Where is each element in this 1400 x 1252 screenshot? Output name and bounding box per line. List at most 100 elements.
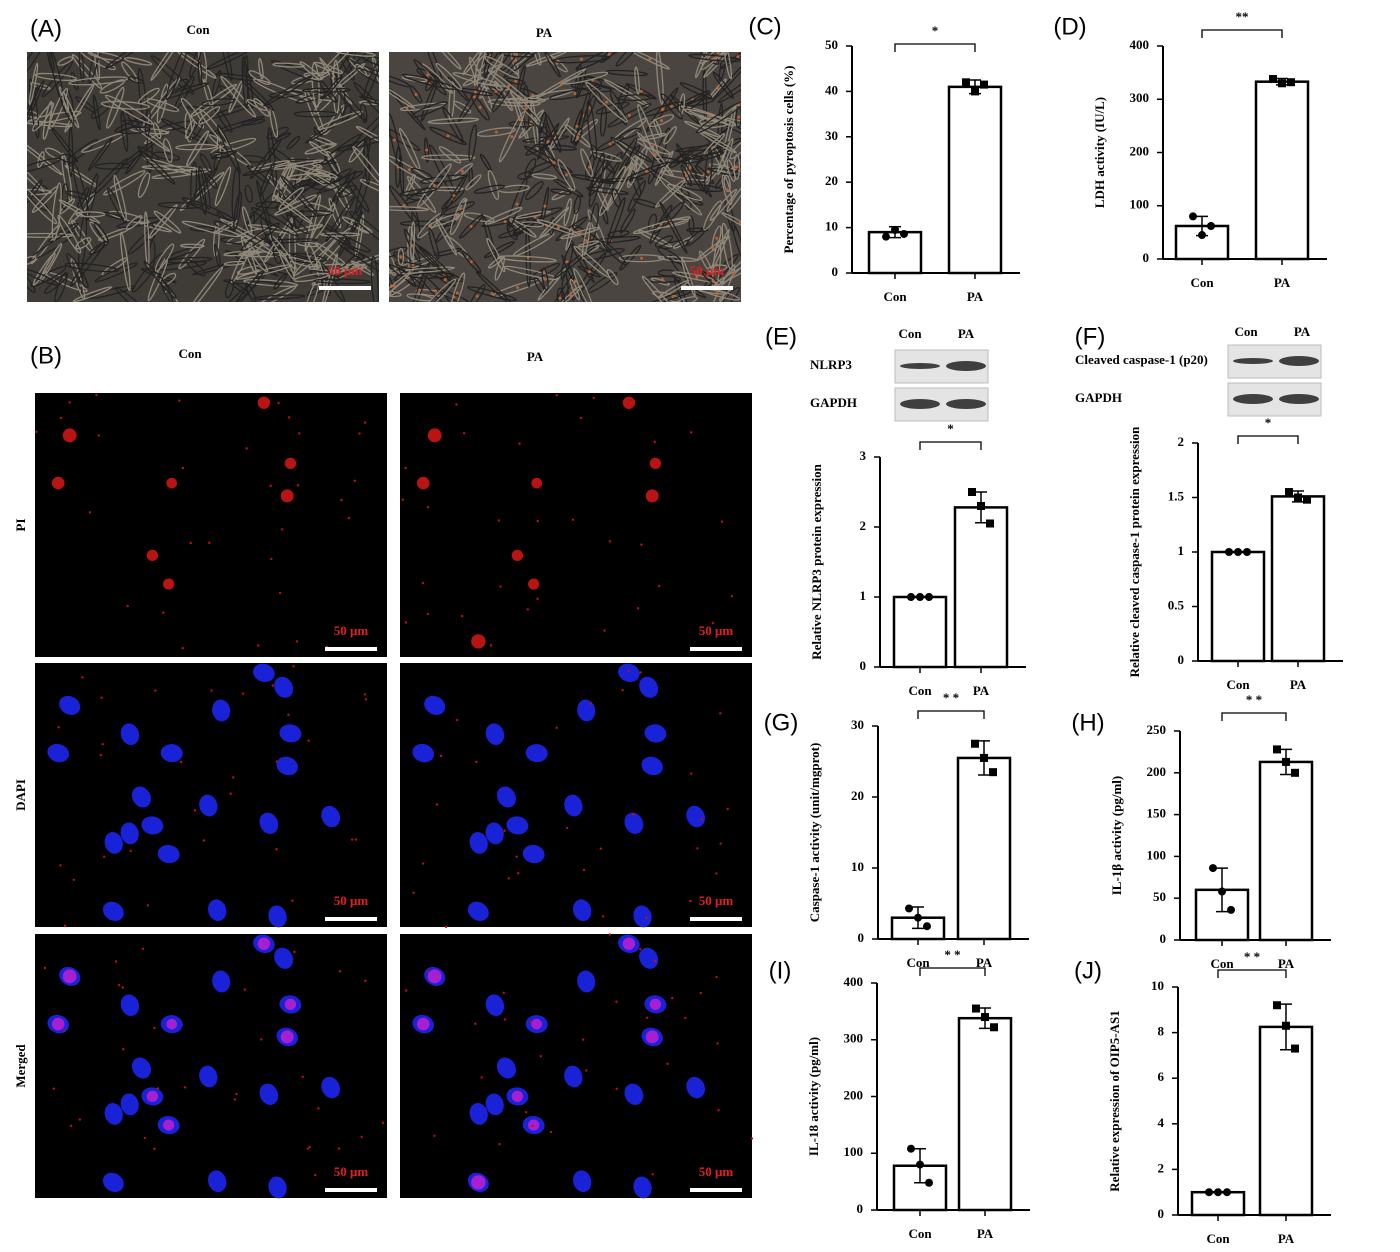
granule: [503, 220, 507, 224]
data-point: [1303, 495, 1311, 504]
speck: [653, 960, 657, 963]
cell: [483, 52, 497, 79]
data-point: [1291, 1044, 1299, 1053]
cell: [338, 241, 366, 260]
cell: [216, 124, 242, 174]
pi-stain: [166, 477, 178, 489]
granule: [648, 57, 652, 61]
bar: [1258, 760, 1314, 942]
granule: [587, 270, 591, 274]
pi-stain: [528, 1119, 540, 1131]
granule: [455, 291, 459, 295]
cell: [409, 85, 423, 104]
data-point: [971, 87, 979, 96]
significance: * *: [944, 947, 960, 962]
cell: [696, 100, 741, 134]
granule: [716, 86, 720, 90]
cell: [497, 255, 557, 263]
cell: [585, 81, 629, 123]
speck: [503, 829, 506, 832]
speck: [603, 629, 606, 632]
cell: [625, 83, 657, 100]
speck: [68, 401, 71, 404]
speck: [627, 669, 630, 673]
speck: [354, 838, 358, 841]
cell: [619, 244, 642, 271]
granule: [399, 255, 403, 259]
cell: [75, 211, 106, 218]
speck: [489, 644, 493, 647]
cell: [487, 69, 530, 103]
significance-bracket: [894, 43, 976, 52]
speck: [639, 948, 642, 951]
cell: [713, 262, 741, 287]
data-point: [923, 922, 931, 931]
granule: [573, 279, 577, 283]
cell: [186, 130, 210, 167]
cell: [636, 131, 674, 177]
y-tick-label: 50: [1153, 889, 1166, 904]
speck: [210, 689, 213, 692]
cell: [332, 62, 366, 91]
cell: [321, 75, 343, 100]
data-point: [1223, 1188, 1231, 1197]
cell: [453, 100, 472, 114]
granule: [688, 166, 692, 170]
cell: [158, 82, 209, 101]
cell: [103, 170, 146, 196]
cell: [180, 97, 205, 129]
speck: [278, 591, 282, 595]
data-point: [1278, 79, 1286, 88]
cell: [716, 102, 724, 161]
y-tick-label: 20: [851, 788, 864, 803]
nucleus: [321, 805, 341, 828]
speck: [296, 484, 300, 487]
cell: [41, 60, 74, 98]
nucleus: [577, 970, 596, 993]
cell: [31, 185, 59, 214]
cell: [114, 117, 146, 133]
cell: [251, 206, 299, 237]
blot-column: Con: [1234, 324, 1258, 339]
cell: [241, 118, 266, 126]
speck: [114, 960, 118, 963]
speck: [726, 807, 729, 811]
cell: [483, 241, 515, 259]
data-point: [980, 80, 988, 89]
cell: [123, 57, 153, 66]
granule: [552, 161, 556, 165]
cell: [143, 260, 177, 299]
cell: [141, 165, 198, 171]
cell: [291, 171, 337, 189]
cell: [214, 166, 232, 207]
cell: [278, 188, 299, 237]
cell: [99, 79, 126, 94]
blot-column: Con: [898, 326, 922, 341]
speck: [412, 891, 415, 894]
cell: [442, 106, 464, 144]
cell: [274, 194, 318, 216]
speck: [684, 1016, 687, 1020]
blot-row: NLRP3: [810, 357, 852, 372]
nucleus: [469, 832, 488, 854]
pi-stain: [645, 489, 659, 503]
speck: [97, 434, 100, 437]
data-point: [1234, 548, 1242, 556]
nucleus: [485, 1093, 504, 1116]
pi-stain: [163, 578, 175, 590]
speck: [277, 401, 280, 405]
cell: [173, 75, 195, 112]
cell: [573, 127, 583, 147]
cell: [272, 62, 305, 68]
granule: [671, 295, 675, 299]
y-tick-label: 30: [851, 717, 864, 732]
granule: [627, 113, 631, 117]
data-point: [1273, 745, 1281, 754]
granule: [469, 260, 473, 264]
cell: [538, 111, 547, 134]
nucleus: [259, 812, 279, 834]
cell: [175, 143, 218, 151]
cell: [588, 152, 605, 208]
speck: [99, 753, 102, 757]
speck: [582, 868, 586, 872]
